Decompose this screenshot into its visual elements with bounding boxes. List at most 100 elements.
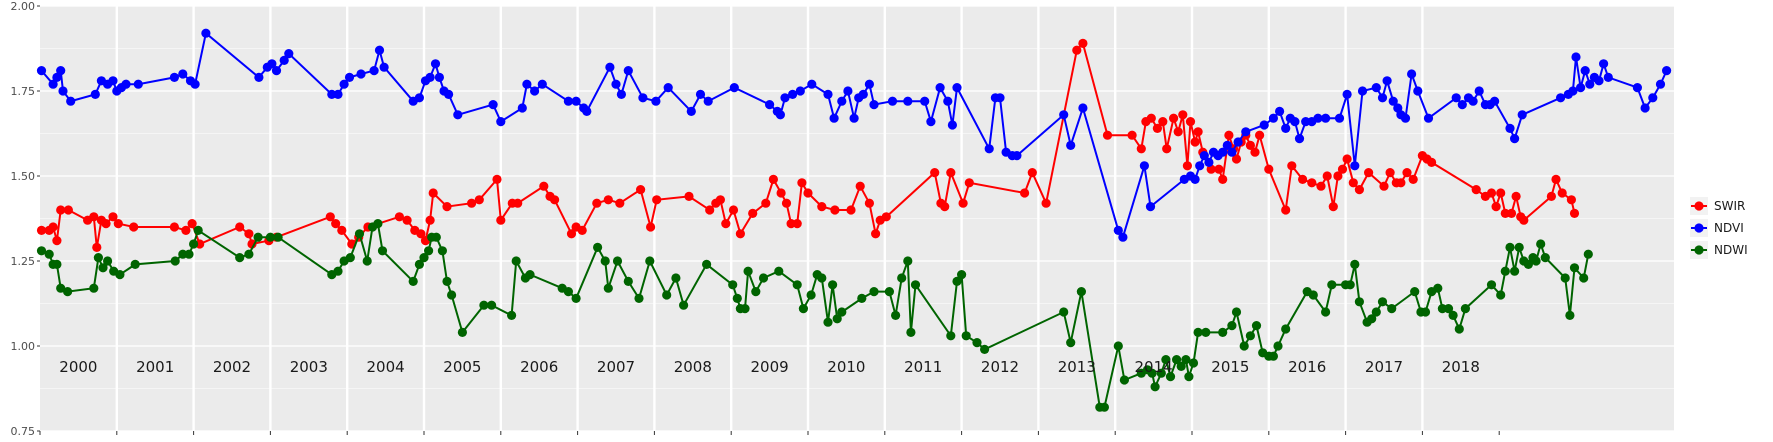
data-point-ndwi <box>593 242 603 252</box>
data-point-swir <box>416 229 426 239</box>
data-point-ndvi <box>52 72 62 82</box>
data-point-ndwi <box>1433 283 1443 293</box>
data-point-ndwi <box>507 310 517 320</box>
data-point-ndwi <box>662 290 672 300</box>
data-point-swir <box>1354 185 1364 195</box>
data-point-ndwi <box>792 280 802 290</box>
data-point-ndvi <box>1145 202 1156 212</box>
data-point-ndwi <box>1510 266 1520 276</box>
data-point-swir <box>855 181 865 191</box>
data-point-swir <box>244 229 254 239</box>
data-point-ndwi <box>1496 290 1506 300</box>
data-point-ndvi <box>1275 106 1285 116</box>
data-point-ndvi <box>1268 113 1278 123</box>
data-point-swir <box>1136 144 1146 154</box>
year-label: 2002 <box>213 358 251 376</box>
data-point-ndvi <box>267 59 277 69</box>
data-point-ndvi <box>1510 134 1520 144</box>
data-point-swir <box>803 188 813 198</box>
data-point-ndwi <box>1321 307 1331 317</box>
data-point-ndwi <box>414 259 424 269</box>
data-point-ndwi <box>1273 341 1283 351</box>
y-axis: 0.75 1.00 1.25 1.50 1.75 2.00 <box>11 0 40 438</box>
data-point-swir <box>946 168 956 178</box>
year-label: 2015 <box>1211 358 1249 376</box>
data-point-swir <box>1231 154 1242 164</box>
data-point-ndvi <box>1371 83 1381 93</box>
data-point-ndvi <box>90 89 100 99</box>
data-point-ndwi <box>1420 307 1431 317</box>
data-point-swir <box>881 212 891 222</box>
data-point-ndwi <box>603 283 613 293</box>
data-point-swir <box>652 195 662 205</box>
data-point-swir <box>797 178 807 188</box>
data-point-swir <box>394 212 404 222</box>
data-point-ndvi <box>379 62 389 72</box>
data-point-swir <box>792 219 802 229</box>
data-point-swir <box>1471 185 1481 195</box>
data-point-ndwi <box>645 256 655 266</box>
data-point-ndwi <box>732 293 742 303</box>
data-point-ndwi <box>1540 253 1550 263</box>
data-point-ndvi <box>1357 86 1368 96</box>
data-point-swir <box>646 222 656 232</box>
data-point-swir <box>1245 140 1255 150</box>
data-point-ndwi <box>946 331 956 341</box>
legend-key-point <box>1694 201 1704 211</box>
data-point-ndwi <box>828 280 838 290</box>
data-point-ndwi <box>1181 355 1191 365</box>
data-point-ndvi <box>788 89 798 99</box>
data-point-swir <box>1348 178 1358 188</box>
year-label: 2008 <box>674 358 712 376</box>
data-point-ndwi <box>1410 287 1420 297</box>
data-point-ndwi <box>806 290 816 300</box>
data-point-ndwi <box>1066 338 1076 348</box>
data-point-ndwi <box>1565 310 1575 320</box>
data-point-ndwi <box>1486 280 1497 290</box>
data-point-ndvi <box>1118 232 1128 242</box>
data-point-swir <box>1519 215 1529 225</box>
data-point-swir <box>1322 171 1332 181</box>
data-point-ndwi <box>1569 263 1580 273</box>
data-point-ndvi <box>947 120 958 130</box>
data-point-ndwi <box>671 273 681 283</box>
data-point-ndvi <box>1113 225 1123 235</box>
data-point-ndwi <box>1367 314 1377 324</box>
data-point-ndwi <box>1371 307 1381 317</box>
data-point-ndwi <box>563 287 574 297</box>
data-point-ndvi <box>1241 127 1251 137</box>
data-point-ndvi <box>1474 86 1484 96</box>
data-point-swir <box>169 222 179 232</box>
data-point-ndvi <box>36 66 47 76</box>
year-label: 2013 <box>1058 358 1096 376</box>
data-point-ndvi <box>48 79 58 89</box>
data-point-ndwi <box>525 270 535 280</box>
data-point-ndvi <box>169 72 179 82</box>
data-point-swir <box>1287 161 1297 171</box>
data-point-ndvi <box>1580 66 1590 76</box>
data-point-swir <box>467 198 477 208</box>
data-point-swir <box>187 219 197 229</box>
data-point-ndvi <box>284 49 294 59</box>
y-tick-label: 2.00 <box>11 0 36 13</box>
data-point-ndwi <box>1231 307 1242 317</box>
data-point-ndwi <box>1147 368 1157 378</box>
data-point-ndvi <box>858 89 868 99</box>
data-point-ndvi <box>1490 96 1500 106</box>
series-ndwi <box>36 219 1593 412</box>
data-point-ndvi <box>695 89 706 99</box>
data-point-swir <box>781 198 792 208</box>
data-point-swir <box>331 219 341 229</box>
data-point-ndvi <box>1059 110 1069 120</box>
data-point-swir <box>864 198 875 208</box>
data-point-ndvi <box>430 59 441 69</box>
data-point-ndvi <box>638 93 648 103</box>
data-point-ndwi <box>447 290 457 300</box>
data-point-ndvi <box>563 96 574 106</box>
data-point-ndvi <box>1423 113 1434 123</box>
data-point-swir <box>1250 147 1260 157</box>
data-point-ndvi <box>1012 151 1022 161</box>
data-point-ndwi <box>1193 327 1203 337</box>
data-point-swir <box>958 198 968 208</box>
data-point-ndwi <box>479 300 489 310</box>
